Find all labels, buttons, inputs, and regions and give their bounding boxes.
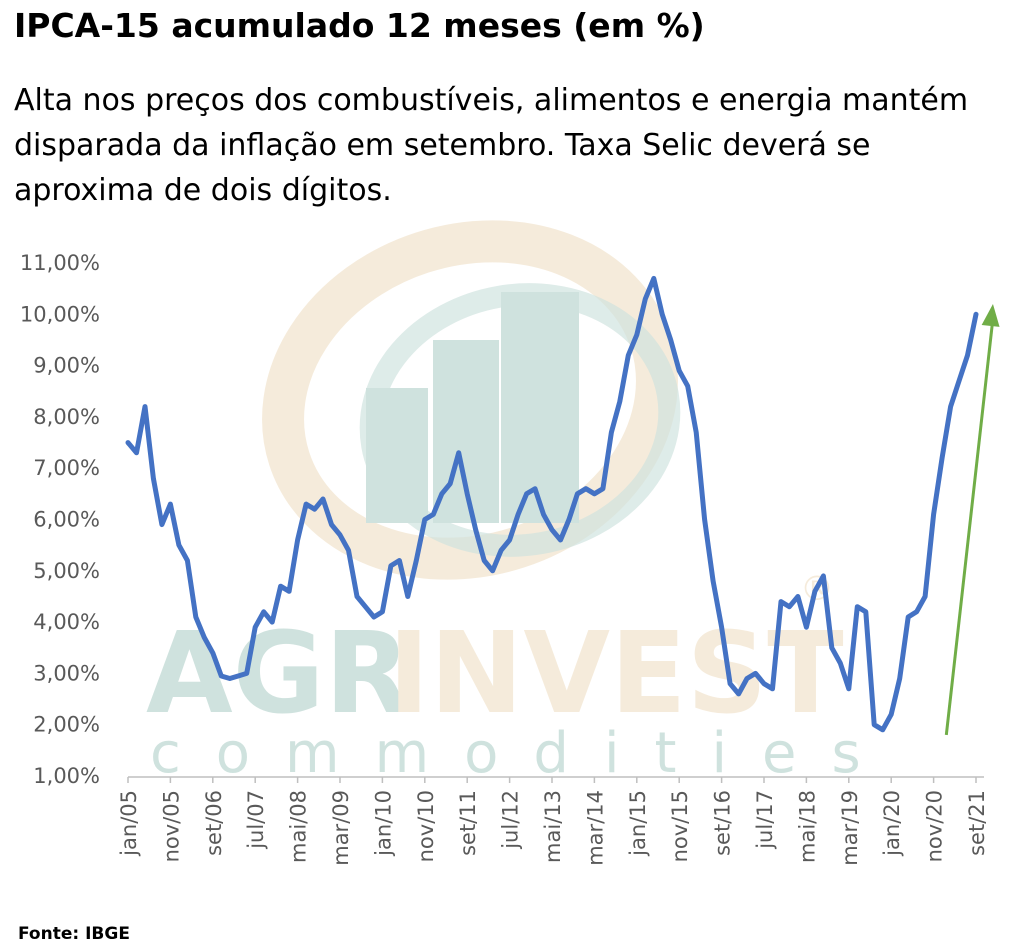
x-tick-label: jan/15 [626, 790, 650, 857]
logo-bar-icon [501, 292, 579, 523]
x-tick-label: nov/20 [923, 790, 947, 862]
chart-title: IPCA-15 acumulado 12 meses (em %) [14, 6, 705, 45]
x-tick-label: nov/10 [414, 790, 438, 862]
chart-axes: 1,00% 2,00% 3,00% 4,00% 5,00% 6,00% 7,00% 8,00%… [20, 251, 989, 866]
ipca15-line-chart: AGR INVEST commodities ® 1,00% 2,00% 3,00%… [20, 220, 1000, 866]
x-tick-label: set/21 [965, 790, 989, 856]
x-tick-label: jan/20 [880, 790, 904, 857]
x-tick-label: jul/12 [499, 790, 523, 850]
x-tick-label: jan/10 [371, 790, 395, 857]
chart-subtitle: Alta nos preços dos combustíveis, alimen… [14, 83, 969, 208]
y-tick-label: 2,00% [33, 713, 100, 737]
y-tick-label: 3,00% [33, 661, 100, 685]
logo-bar-icon [366, 388, 428, 523]
watermark-tagline: commodities [150, 721, 896, 786]
x-tick-label: mar/19 [838, 790, 862, 866]
y-tick-label: 1,00% [33, 764, 100, 788]
x-tick-label: nov/15 [668, 790, 692, 862]
x-tick-label: mai/13 [541, 790, 565, 863]
watermark-brand-invest: INVEST [388, 609, 844, 739]
x-tick-label: nov/05 [159, 790, 183, 862]
x-tick-label: mai/08 [287, 790, 311, 863]
x-tick-label: mar/14 [583, 790, 607, 866]
y-tick-label: 7,00% [33, 456, 100, 480]
trend-arrow-line [944, 317, 995, 736]
x-tick-label: set/06 [202, 790, 226, 856]
x-tick-label: jan/05 [117, 790, 141, 857]
x-tick-label: set/16 [711, 790, 735, 856]
y-tick-label: 11,00% [20, 251, 100, 275]
source-label: Fonte: IBGE [18, 924, 130, 944]
y-tick-label: 8,00% [33, 405, 100, 429]
y-tick-label: 10,00% [20, 302, 100, 326]
y-tick-label: 9,00% [33, 354, 100, 378]
series-line-ipca15 [125, 275, 979, 733]
trend-arrow-head-icon [981, 304, 1000, 327]
x-tick-label: jul/17 [753, 790, 777, 850]
agrinvest-watermark: AGR INVEST commodities ® [146, 220, 896, 786]
x-tick-label: set/11 [456, 790, 480, 856]
logo-swoosh-icon [262, 220, 678, 580]
y-tick-label: 4,00% [33, 610, 100, 634]
chart-marks [125, 275, 1000, 736]
x-tick-label: mai/18 [795, 790, 819, 863]
y-tick-label: 5,00% [33, 559, 100, 583]
y-tick-label: 6,00% [33, 508, 100, 532]
x-tick-label: jul/07 [244, 790, 268, 850]
x-tick-label: mar/09 [329, 790, 353, 866]
watermark-brand-agr: AGR [146, 609, 411, 739]
